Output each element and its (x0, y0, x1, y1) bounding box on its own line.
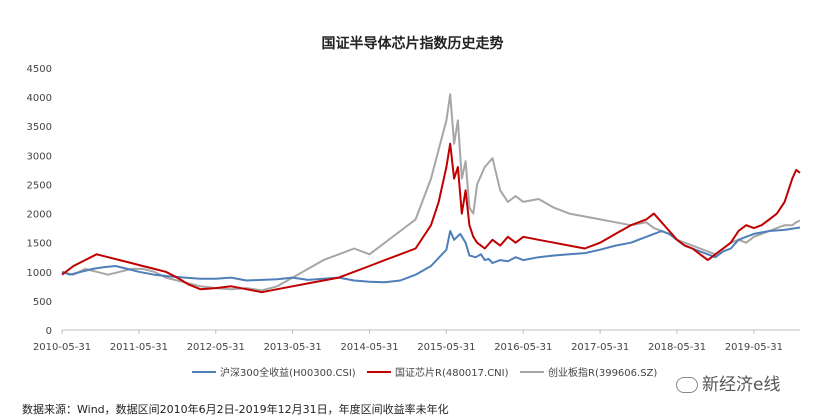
y-tick-label: 500 (33, 297, 52, 308)
legend-label-1: 国证芯片R(480017.CNI) (395, 366, 509, 379)
x-tick-marks (61, 330, 755, 334)
x-tick-label: 2011-05-31 (110, 342, 168, 353)
y-tick-label: 0 (46, 326, 52, 337)
y-axis-labels: 0 500 1000 1500 2000 2500 3000 3500 4000 4500 (27, 64, 52, 337)
series-line-1 (61, 142, 801, 294)
legend-label-2: 创业板指R(399606.SZ) (548, 366, 657, 379)
x-tick-label: 2018-05-31 (648, 342, 706, 353)
y-tick-label: 4000 (27, 93, 52, 104)
y-tick-label: 3500 (27, 122, 52, 133)
series-line-0 (61, 226, 801, 284)
legend: 沪深300全收益(H00300.CSI) 国证芯片R(480017.CNI) 创业板… (192, 366, 657, 379)
x-axis-labels: 2010-05-31 2011-05-31 2012-05-31 2013-05-31… (33, 342, 783, 353)
y-tick-label: 4500 (27, 64, 52, 75)
x-tick-label: 2017-05-31 (571, 342, 629, 353)
wechat-icon (676, 377, 698, 393)
x-tick-label: 2012-05-31 (187, 342, 245, 353)
y-tick-label: 3000 (27, 151, 52, 162)
x-tick-label: 2010-05-31 (33, 342, 91, 353)
series-lines (61, 93, 801, 294)
x-tick-label: 2014-05-31 (340, 342, 398, 353)
watermark: 新经济e线 (676, 370, 780, 395)
legend-label-0: 沪深300全收益(H00300.CSI) (220, 366, 356, 379)
series-line-2 (61, 93, 801, 292)
watermark-text: 新经济e线 (702, 375, 781, 395)
x-tick-label: 2015-05-31 (417, 342, 475, 353)
y-tick-label: 1500 (27, 239, 52, 250)
y-tick-label: 1000 (27, 268, 52, 279)
x-tick-label: 2019-05-31 (725, 342, 783, 353)
x-tick-label: 2016-05-31 (494, 342, 552, 353)
source-note: 数据来源：Wind，数据区间2010年6月2日-2019年12月31日，年度区间… (22, 403, 449, 416)
y-tick-label: 2500 (27, 180, 52, 191)
chart-title: 国证半导体芯片指数历史走势 (321, 36, 504, 52)
x-tick-label: 2013-05-31 (264, 342, 322, 353)
y-tick-label: 2000 (27, 210, 52, 221)
